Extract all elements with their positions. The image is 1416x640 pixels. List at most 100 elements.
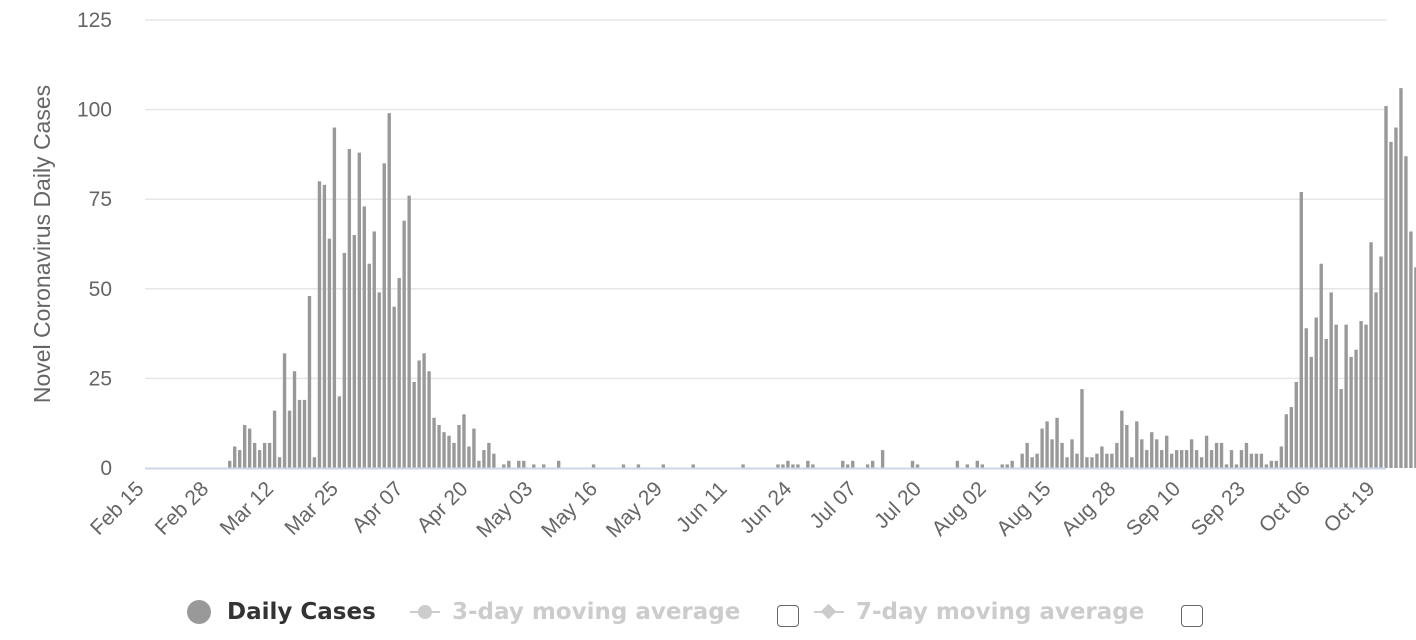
- bar[interactable]: [332, 127, 337, 469]
- bar[interactable]: [422, 353, 426, 468]
- bar[interactable]: [462, 414, 466, 468]
- bar[interactable]: [387, 113, 391, 469]
- bar[interactable]: [1125, 424, 1129, 468]
- bar[interactable]: [1050, 439, 1054, 468]
- bar[interactable]: [1264, 464, 1269, 468]
- bar[interactable]: [636, 464, 641, 468]
- bar[interactable]: [432, 417, 436, 468]
- bar[interactable]: [1369, 242, 1373, 468]
- bar[interactable]: [1334, 324, 1338, 468]
- bar[interactable]: [377, 292, 381, 468]
- bar[interactable]: [1060, 442, 1064, 468]
- bar[interactable]: [741, 464, 745, 468]
- bar[interactable]: [806, 460, 810, 468]
- bar[interactable]: [1229, 450, 1234, 468]
- bar[interactable]: [1299, 192, 1303, 468]
- bar[interactable]: [292, 371, 297, 468]
- bar[interactable]: [980, 464, 984, 468]
- bar[interactable]: [1269, 460, 1274, 468]
- bar[interactable]: [542, 464, 546, 468]
- bar[interactable]: [1289, 407, 1293, 468]
- bar[interactable]: [910, 460, 915, 468]
- bar[interactable]: [796, 464, 800, 468]
- bar[interactable]: [277, 457, 282, 468]
- bar[interactable]: [337, 396, 342, 468]
- bar[interactable]: [1045, 421, 1049, 468]
- bar[interactable]: [447, 435, 451, 468]
- bar[interactable]: [1254, 453, 1259, 468]
- bar[interactable]: [1294, 381, 1298, 468]
- bar[interactable]: [1364, 324, 1368, 468]
- bar[interactable]: [1000, 464, 1004, 468]
- bar[interactable]: [502, 464, 506, 468]
- bar[interactable]: [342, 252, 347, 468]
- bar[interactable]: [322, 184, 327, 469]
- bar[interactable]: [282, 353, 287, 468]
- bar[interactable]: [492, 453, 496, 468]
- bar[interactable]: [1155, 439, 1159, 468]
- bar[interactable]: [467, 446, 471, 469]
- bar[interactable]: [1249, 453, 1254, 468]
- bar[interactable]: [1204, 435, 1209, 468]
- bar[interactable]: [1170, 453, 1174, 468]
- bar[interactable]: [1194, 450, 1199, 468]
- bar[interactable]: [1115, 442, 1119, 468]
- bar[interactable]: [1219, 442, 1224, 468]
- bar[interactable]: [661, 464, 666, 468]
- bar[interactable]: [1135, 421, 1139, 468]
- bar[interactable]: [1374, 292, 1378, 468]
- bar[interactable]: [1165, 435, 1169, 468]
- bar[interactable]: [242, 424, 247, 468]
- bar[interactable]: [1324, 338, 1328, 468]
- bar[interactable]: [437, 424, 441, 468]
- bar[interactable]: [297, 399, 302, 468]
- bar[interactable]: [1359, 321, 1363, 468]
- bar[interactable]: [1244, 442, 1249, 468]
- bar[interactable]: [1344, 324, 1348, 468]
- bar[interactable]: [1110, 453, 1114, 468]
- bar[interactable]: [452, 442, 456, 468]
- bar[interactable]: [1304, 328, 1308, 468]
- bar[interactable]: [1234, 464, 1239, 468]
- bar[interactable]: [287, 410, 292, 468]
- legend-item-daily-cases[interactable]: Daily Cases: [187, 593, 376, 631]
- bar[interactable]: [1075, 453, 1079, 468]
- bar[interactable]: [1284, 414, 1289, 468]
- bar[interactable]: [417, 360, 421, 468]
- bar[interactable]: [851, 460, 855, 468]
- bar[interactable]: [1080, 389, 1084, 468]
- bar[interactable]: [472, 428, 476, 468]
- bar[interactable]: [556, 460, 561, 468]
- bar[interactable]: [307, 295, 312, 468]
- bar[interactable]: [965, 464, 970, 468]
- bar[interactable]: [262, 442, 267, 468]
- bar[interactable]: [427, 371, 431, 468]
- bar[interactable]: [841, 460, 845, 468]
- bar[interactable]: [1090, 457, 1094, 468]
- bar[interactable]: [402, 220, 406, 468]
- bar[interactable]: [1259, 453, 1264, 468]
- bar[interactable]: [1389, 141, 1393, 469]
- bar[interactable]: [1309, 356, 1313, 468]
- bar[interactable]: [1404, 156, 1408, 468]
- bar[interactable]: [457, 424, 461, 468]
- bar[interactable]: [1394, 127, 1398, 469]
- bar[interactable]: [372, 231, 376, 468]
- bar[interactable]: [1354, 349, 1358, 468]
- bar[interactable]: [865, 464, 870, 468]
- bar[interactable]: [1409, 231, 1413, 468]
- legend-item-3-day-average[interactable]: 3-day moving average: [410, 593, 740, 631]
- bar[interactable]: [1030, 457, 1034, 468]
- bar[interactable]: [302, 399, 307, 468]
- bar[interactable]: [1020, 453, 1024, 468]
- bar[interactable]: [477, 460, 481, 468]
- bar[interactable]: [1379, 256, 1383, 468]
- bar[interactable]: [1384, 106, 1388, 469]
- bar[interactable]: [1329, 292, 1333, 468]
- bar[interactable]: [1105, 453, 1109, 468]
- bar[interactable]: [781, 464, 785, 468]
- bar[interactable]: [247, 428, 252, 468]
- bar[interactable]: [1035, 453, 1039, 468]
- bar[interactable]: [1025, 442, 1029, 468]
- bar[interactable]: [1174, 450, 1179, 468]
